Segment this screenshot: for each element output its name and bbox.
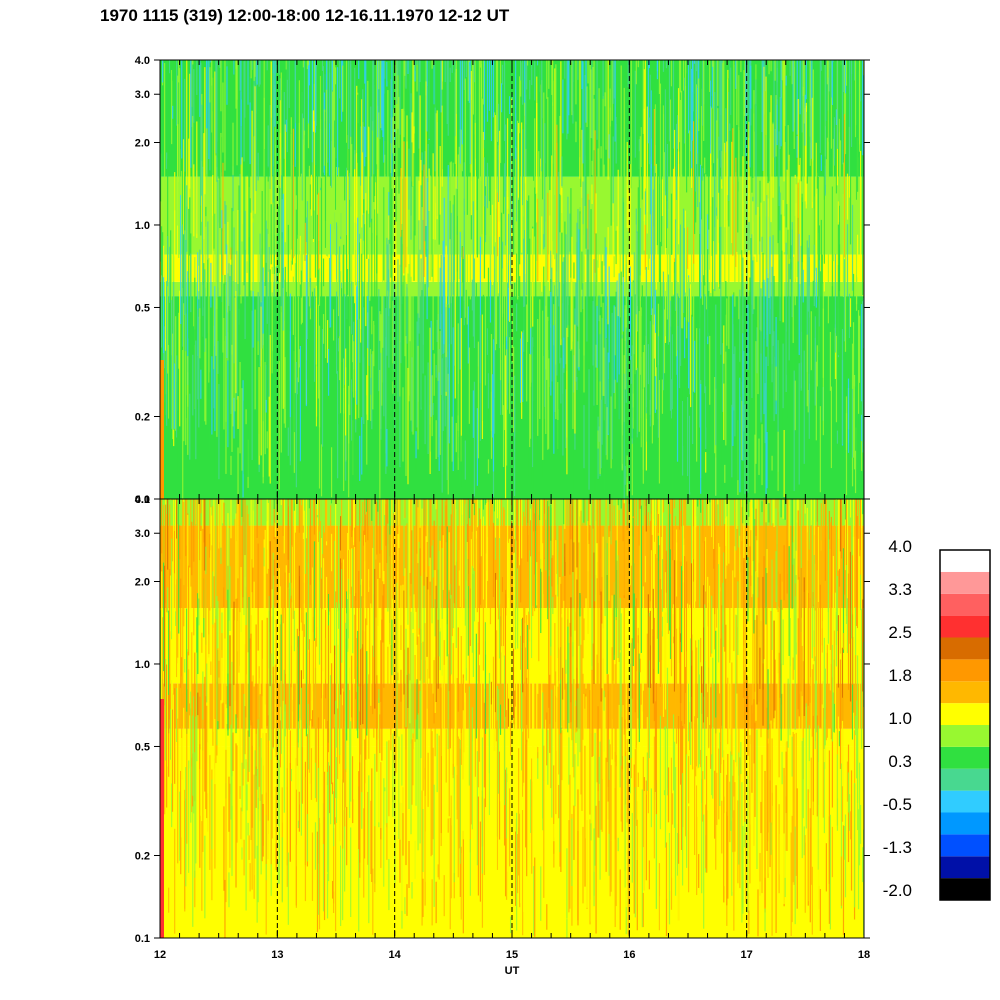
x-tick-label: 17: [741, 949, 753, 961]
colorbar-swatch: [940, 834, 990, 857]
colorbar-swatch: [940, 681, 990, 704]
y-tick-label: 0.1: [135, 494, 150, 506]
y-tick-label: 1.0: [135, 220, 150, 232]
y-tick-label: 2.0: [135, 576, 150, 588]
spectrogram-texture: [160, 499, 864, 938]
y-tick-label: 4.0: [135, 494, 150, 506]
colorbar-label: 1.0: [888, 709, 912, 728]
y-tick-label: 0.2: [135, 851, 150, 863]
x-tick-label: 13: [271, 949, 283, 961]
colorbar-swatch: [940, 768, 990, 791]
x-tick-label: 12: [154, 949, 166, 961]
y-tick-label: 4.0: [135, 55, 150, 67]
colorbar-swatch: [940, 856, 990, 879]
colorbar-swatch: [940, 878, 990, 900]
colorbar-label: -2.0: [883, 881, 912, 900]
bottom-spectrogram-panel: 0.1 0.2 0.5 1.0 2.0 3.0 4.0 12 13 14 15 16 17 18 UT: [135, 494, 870, 977]
colorbar-label: -1.3: [883, 838, 912, 857]
x-axis-label: UT: [505, 965, 520, 977]
y-tick-label: 0.2: [135, 412, 150, 424]
y-tick-label: 0.1: [135, 933, 150, 945]
y-tick-label: 1.0: [135, 659, 150, 671]
colorbar-swatch: [940, 790, 990, 813]
colorbar-label: 2.5: [888, 623, 912, 642]
colorbar-label: 4.0: [888, 537, 912, 556]
colorbar-swatch: [940, 637, 990, 660]
y-tick-label: 3.0: [135, 89, 150, 101]
colorbar-frame: [939, 549, 991, 901]
colorbar-swatch: [940, 812, 990, 835]
x-tick-label: 14: [389, 949, 402, 961]
colorbar-swatch: [940, 593, 990, 616]
colorbar-label: 1.8: [888, 666, 912, 685]
x-tick-label: 18: [858, 949, 870, 961]
edge-stripe: [160, 360, 164, 499]
colorbar-swatch: [940, 725, 990, 747]
colorbar-label: 0.3: [888, 752, 912, 771]
y-tick-label: 0.5: [135, 741, 150, 753]
colorbar-swatch: [940, 550, 990, 572]
edge-stripe: [160, 699, 164, 938]
y-tick-label: 0.5: [135, 302, 150, 314]
x-tick-label: 15: [506, 949, 518, 961]
y-tick-label: 3.0: [135, 528, 150, 540]
colorbar-swatch: [940, 571, 990, 594]
colorbar-swatch: [940, 659, 990, 682]
colorbar-swatch: [940, 746, 990, 769]
colorbar-label: -0.5: [883, 795, 912, 814]
y-tick-label: 2.0: [135, 137, 150, 149]
spectrogram-texture: [160, 60, 864, 499]
top-spectrogram-panel: 0.1 0.2 0.5 1.0 2.0 3.0 4.0: [135, 55, 870, 506]
x-tick-label: 16: [623, 949, 635, 961]
colorbar-swatch: [940, 615, 990, 638]
colorbar-label: 3.3: [888, 580, 912, 599]
chart-title: 1970 1115 (319) 12:00-18:00 12-16.11.197…: [100, 6, 510, 25]
colorbar: 4.0 3.3 2.5 1.8 1.0 0.3 -0.5 -1.3 -2.0: [883, 537, 991, 901]
colorbar-swatch: [940, 703, 990, 725]
